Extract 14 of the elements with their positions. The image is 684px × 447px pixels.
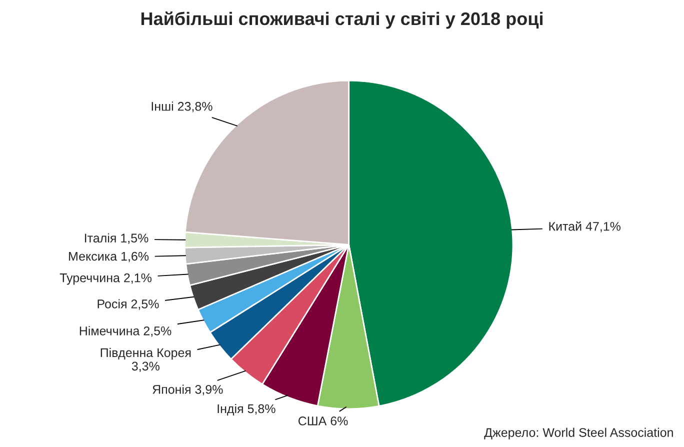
slice-label: Німеччина 2,5%: [80, 326, 172, 337]
data-label: 3,3%: [132, 362, 160, 372]
slice-label: Інші 23,8%: [152, 102, 212, 112]
slice-label: Індія 5,8%: [218, 404, 276, 416]
slice-label: Китай 47,1%: [549, 221, 621, 232]
slice-label: США 6%: [298, 416, 348, 426]
slice-label: Мексика 1,6%: [69, 252, 149, 262]
slice-label: Південна Корея: [100, 348, 191, 360]
slice-label: Японія 3,9%: [152, 384, 223, 396]
slice-label: Туреччина 2,1%: [60, 273, 152, 285]
chart-title: Найбільші споживачі сталі у світі у 2018 році: [141, 12, 542, 29]
text: Джерело: World Steel Association: [484, 428, 673, 440]
slice-label: Росія 2,5%: [98, 299, 159, 310]
slice-label: Італія 1,5%: [85, 233, 148, 244]
